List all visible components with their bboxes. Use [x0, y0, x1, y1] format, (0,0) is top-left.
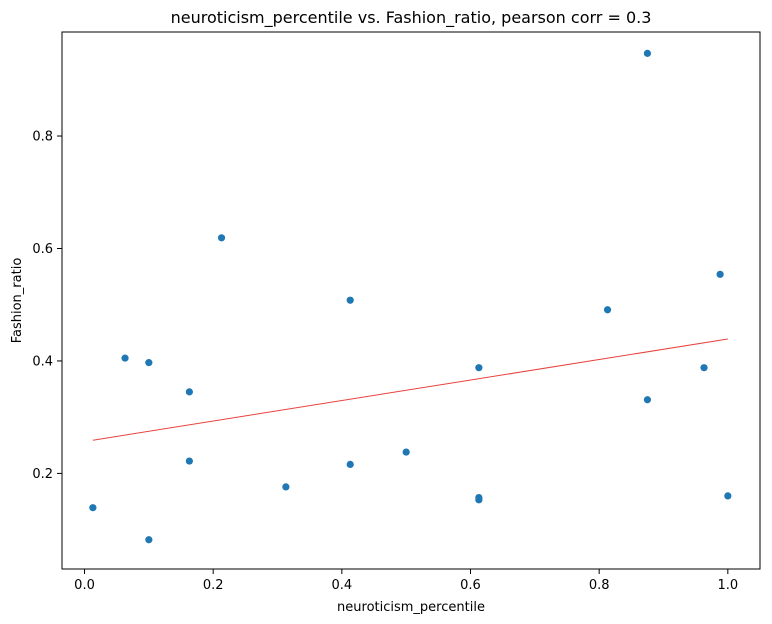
data-point [603, 306, 612, 314]
y-axis-label: Fashion_ratio [10, 258, 25, 344]
x-tick-label: 0.2 [203, 578, 224, 593]
plot-area [61, 31, 761, 570]
data-point [185, 388, 193, 396]
data-point [121, 354, 129, 362]
data-point [402, 448, 410, 456]
data-point [700, 364, 708, 372]
x-axis-label: neuroticism_percentile [337, 600, 485, 615]
data-point [475, 364, 483, 372]
data-point [346, 460, 354, 469]
data-point [282, 483, 290, 491]
x-tick-label: 0.0 [74, 578, 95, 593]
data-point [145, 359, 153, 367]
x-tick-label: 1.0 [717, 578, 738, 593]
data-point [145, 536, 153, 544]
data-point [716, 270, 724, 278]
y-tick-label: 0.2 [32, 467, 53, 482]
data-point [89, 504, 97, 512]
data-point [346, 296, 354, 304]
trendline-group [92, 338, 728, 441]
x-tick-label: 0.6 [460, 578, 481, 593]
x-tick-label: 0.4 [331, 578, 352, 593]
y-tick-label: 0.6 [32, 242, 53, 257]
x-tick-label: 0.8 [589, 578, 610, 593]
data-point [643, 396, 652, 404]
y-tick-label: 0.4 [32, 354, 53, 369]
data-point [724, 492, 732, 500]
points-group [89, 49, 732, 544]
x-axis: 0.0 0.2 0.4 0.6 0.8 1.0 [74, 569, 738, 593]
y-tick-label: 0.8 [32, 130, 53, 145]
chart-title: neuroticism_percentile vs. Fashion_ratio… [171, 8, 652, 28]
y-axis: 0.2 0.4 0.6 0.8 [32, 130, 62, 482]
data-point [185, 457, 193, 465]
trendline [92, 338, 728, 441]
data-point [217, 234, 226, 242]
data-point [643, 49, 652, 57]
data-point [475, 496, 483, 504]
